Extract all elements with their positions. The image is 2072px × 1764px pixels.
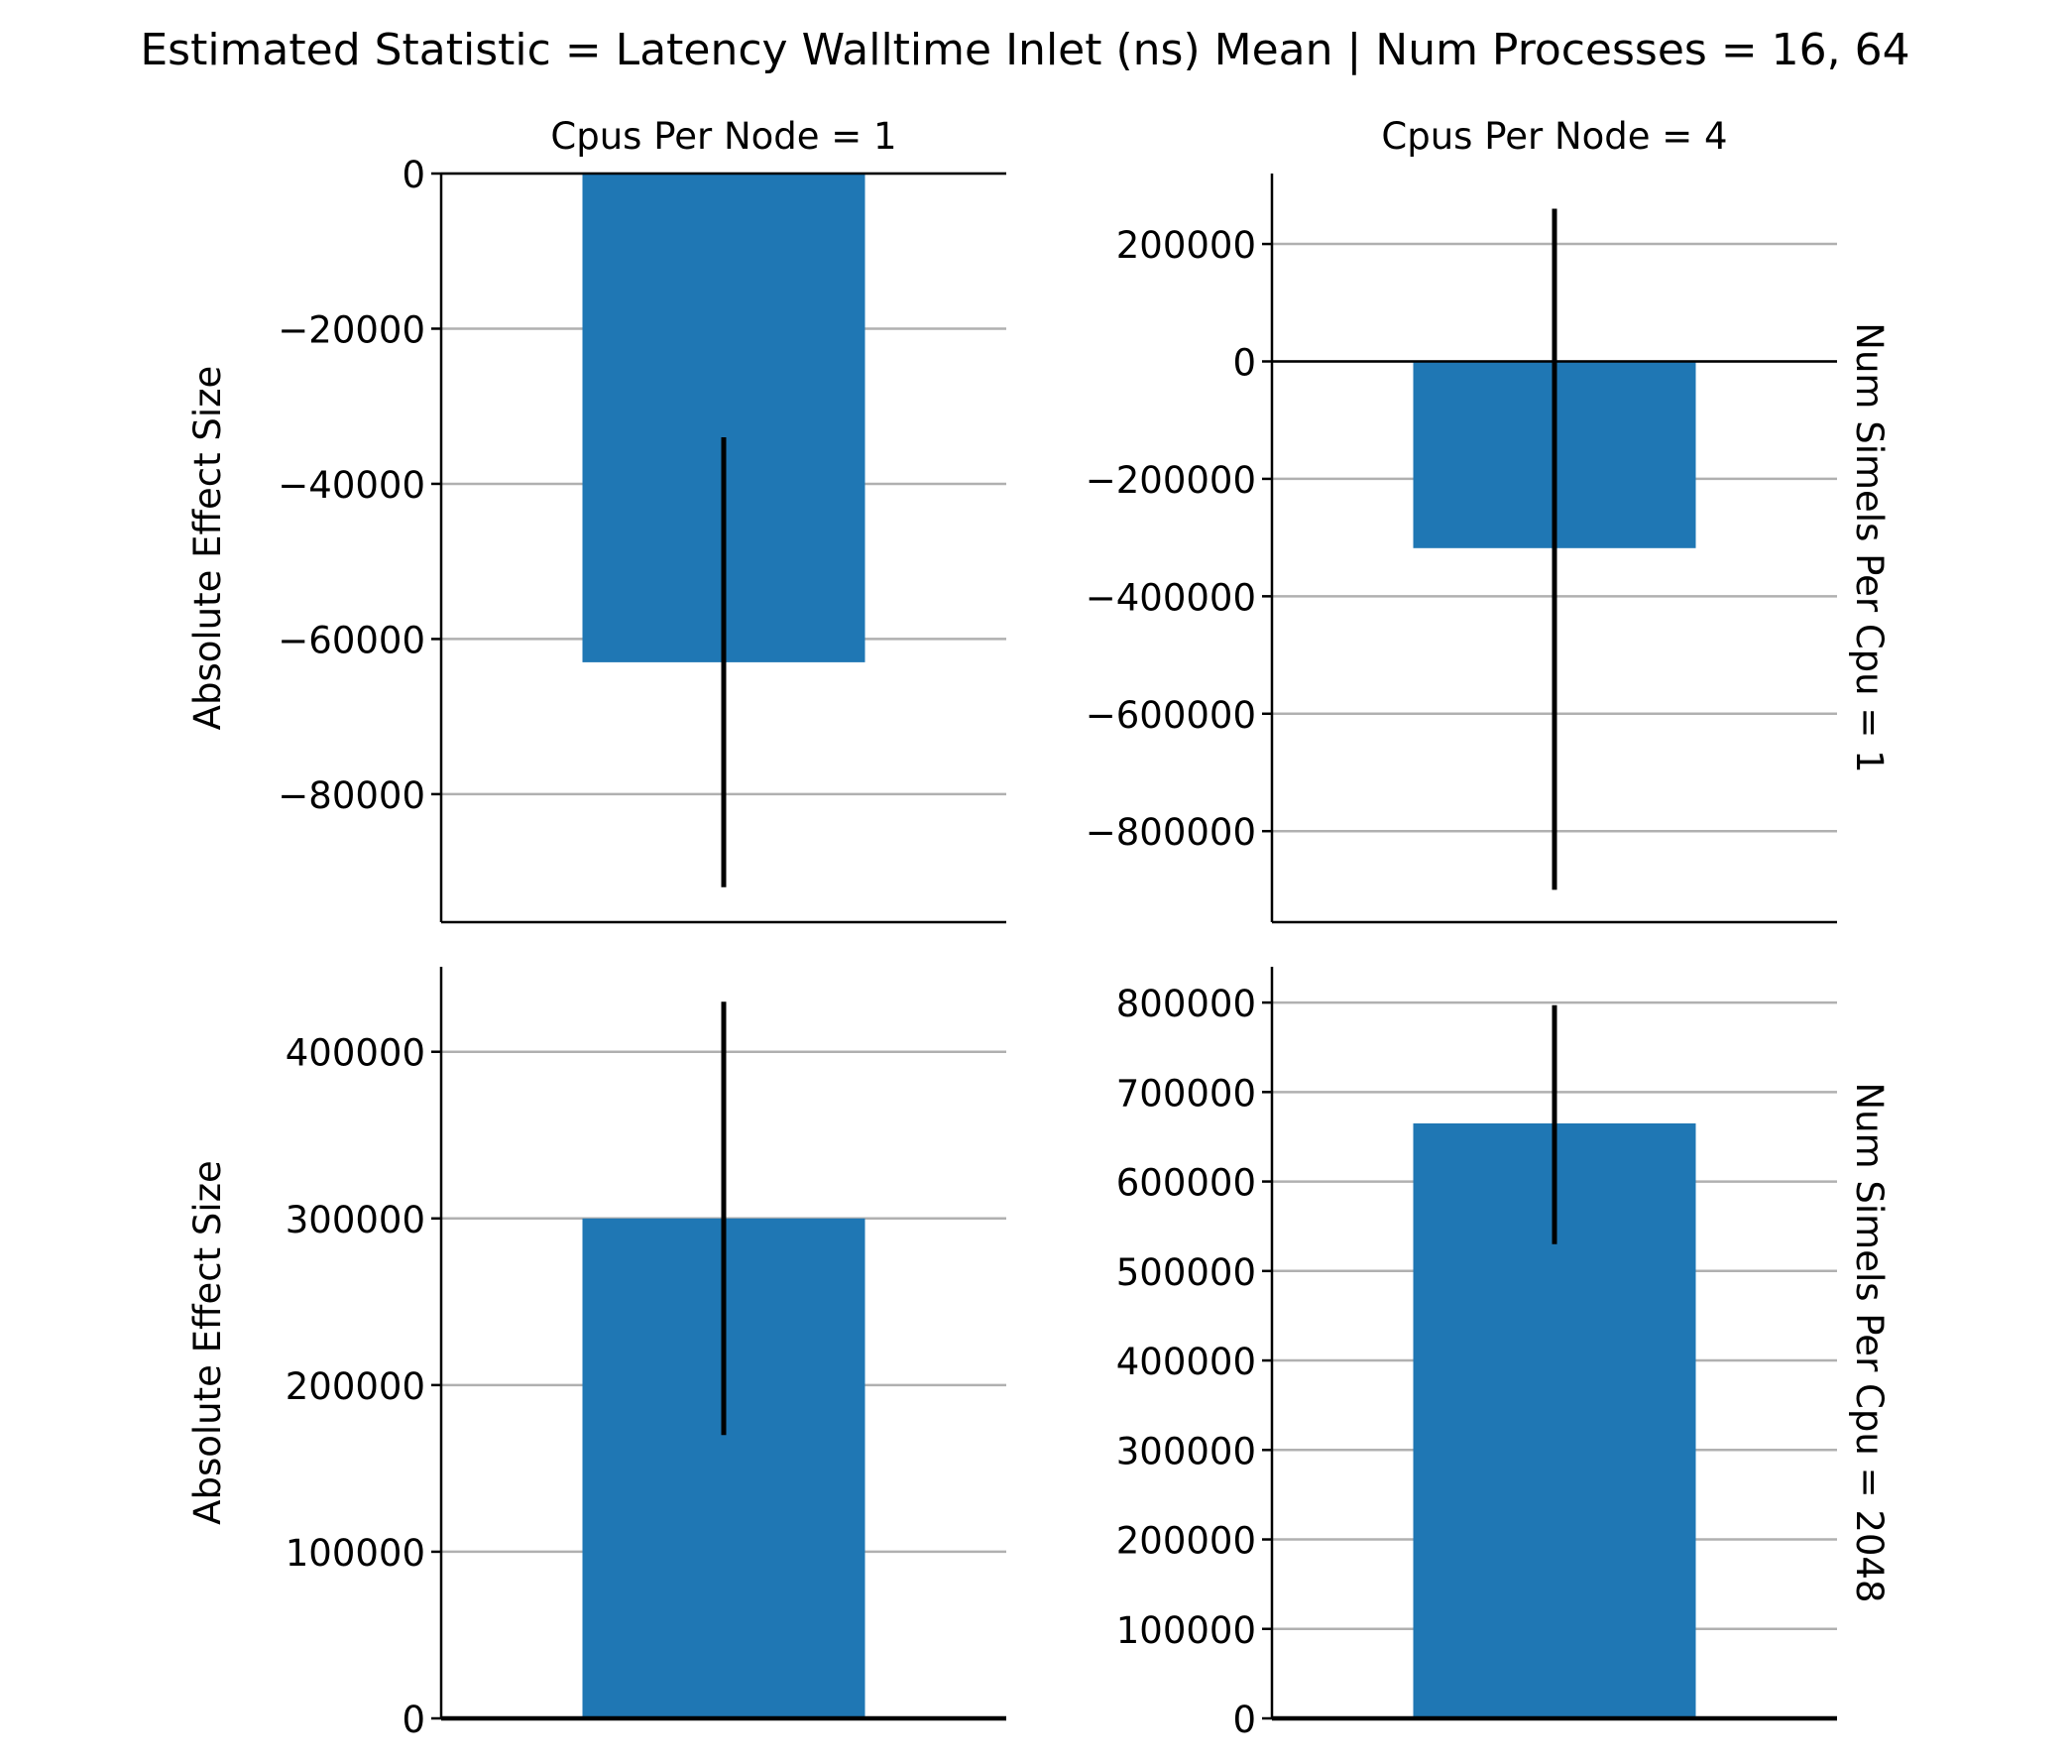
y-tick-label: 200000 xyxy=(1116,224,1256,267)
row-label: Num Simels Per Cpu = 2048 xyxy=(1848,1082,1891,1602)
y-tick-label: −600000 xyxy=(1086,694,1256,737)
y-tick-label: 700000 xyxy=(1116,1072,1256,1115)
y-tick-label: 300000 xyxy=(286,1199,425,1241)
chart-panel-1: 0 −20000 −40000 −60000 −80000 Cpus Per Node =… xyxy=(186,115,1006,924)
y-tick-label: 0 xyxy=(1232,1699,1256,1741)
y-tick-label: 300000 xyxy=(1116,1430,1256,1472)
y-tick-label: 0 xyxy=(402,1699,425,1741)
y-tick-label: 200000 xyxy=(1116,1520,1256,1563)
facet-grid: 0 −20000 −40000 −60000 −80000 Cpus Per Node =… xyxy=(186,115,1891,1741)
y-tick-label: 400000 xyxy=(286,1032,425,1075)
y-tick-label: −200000 xyxy=(1086,459,1256,502)
y-axis-label: Absolute Effect Size xyxy=(186,366,229,731)
chart-panel-4: 0 100000 200000 300000 400000 500000 600000 700… xyxy=(1116,967,1891,1741)
chart-panel-2: 200000 0 −200000 −400000 −600000 −800000 Cpus … xyxy=(1086,115,1891,924)
y-tick-label: 0 xyxy=(402,154,425,196)
y-tick-label: −40000 xyxy=(278,464,425,507)
chart-panel-3: 0 100000 200000 300000 400000 Absolute Effect… xyxy=(186,967,1006,1741)
y-tick-label: −400000 xyxy=(1086,576,1256,619)
y-tick-label: 400000 xyxy=(1116,1341,1256,1383)
y-tick-label: 0 xyxy=(1232,341,1256,384)
column-title: Cpus Per Node = 4 xyxy=(1381,115,1727,158)
figure-title: Estimated Statistic = Latency Walltime I… xyxy=(140,25,1909,75)
row-label: Num Simels Per Cpu = 1 xyxy=(1848,322,1891,772)
y-tick-label: 600000 xyxy=(1116,1162,1256,1205)
y-tick-label: 100000 xyxy=(1116,1609,1256,1652)
y-tick-label: −800000 xyxy=(1086,811,1256,854)
y-tick-label: 100000 xyxy=(286,1532,425,1575)
y-tick-label: 200000 xyxy=(286,1365,425,1408)
y-tick-label: 500000 xyxy=(1116,1251,1256,1294)
y-tick-label: −80000 xyxy=(278,774,425,817)
y-tick-label: −60000 xyxy=(278,619,425,661)
column-title: Cpus Per Node = 1 xyxy=(550,115,896,158)
y-axis-label: Absolute Effect Size xyxy=(186,1160,229,1525)
y-tick-label: 800000 xyxy=(1116,983,1256,1025)
y-tick-label: −20000 xyxy=(278,308,425,351)
